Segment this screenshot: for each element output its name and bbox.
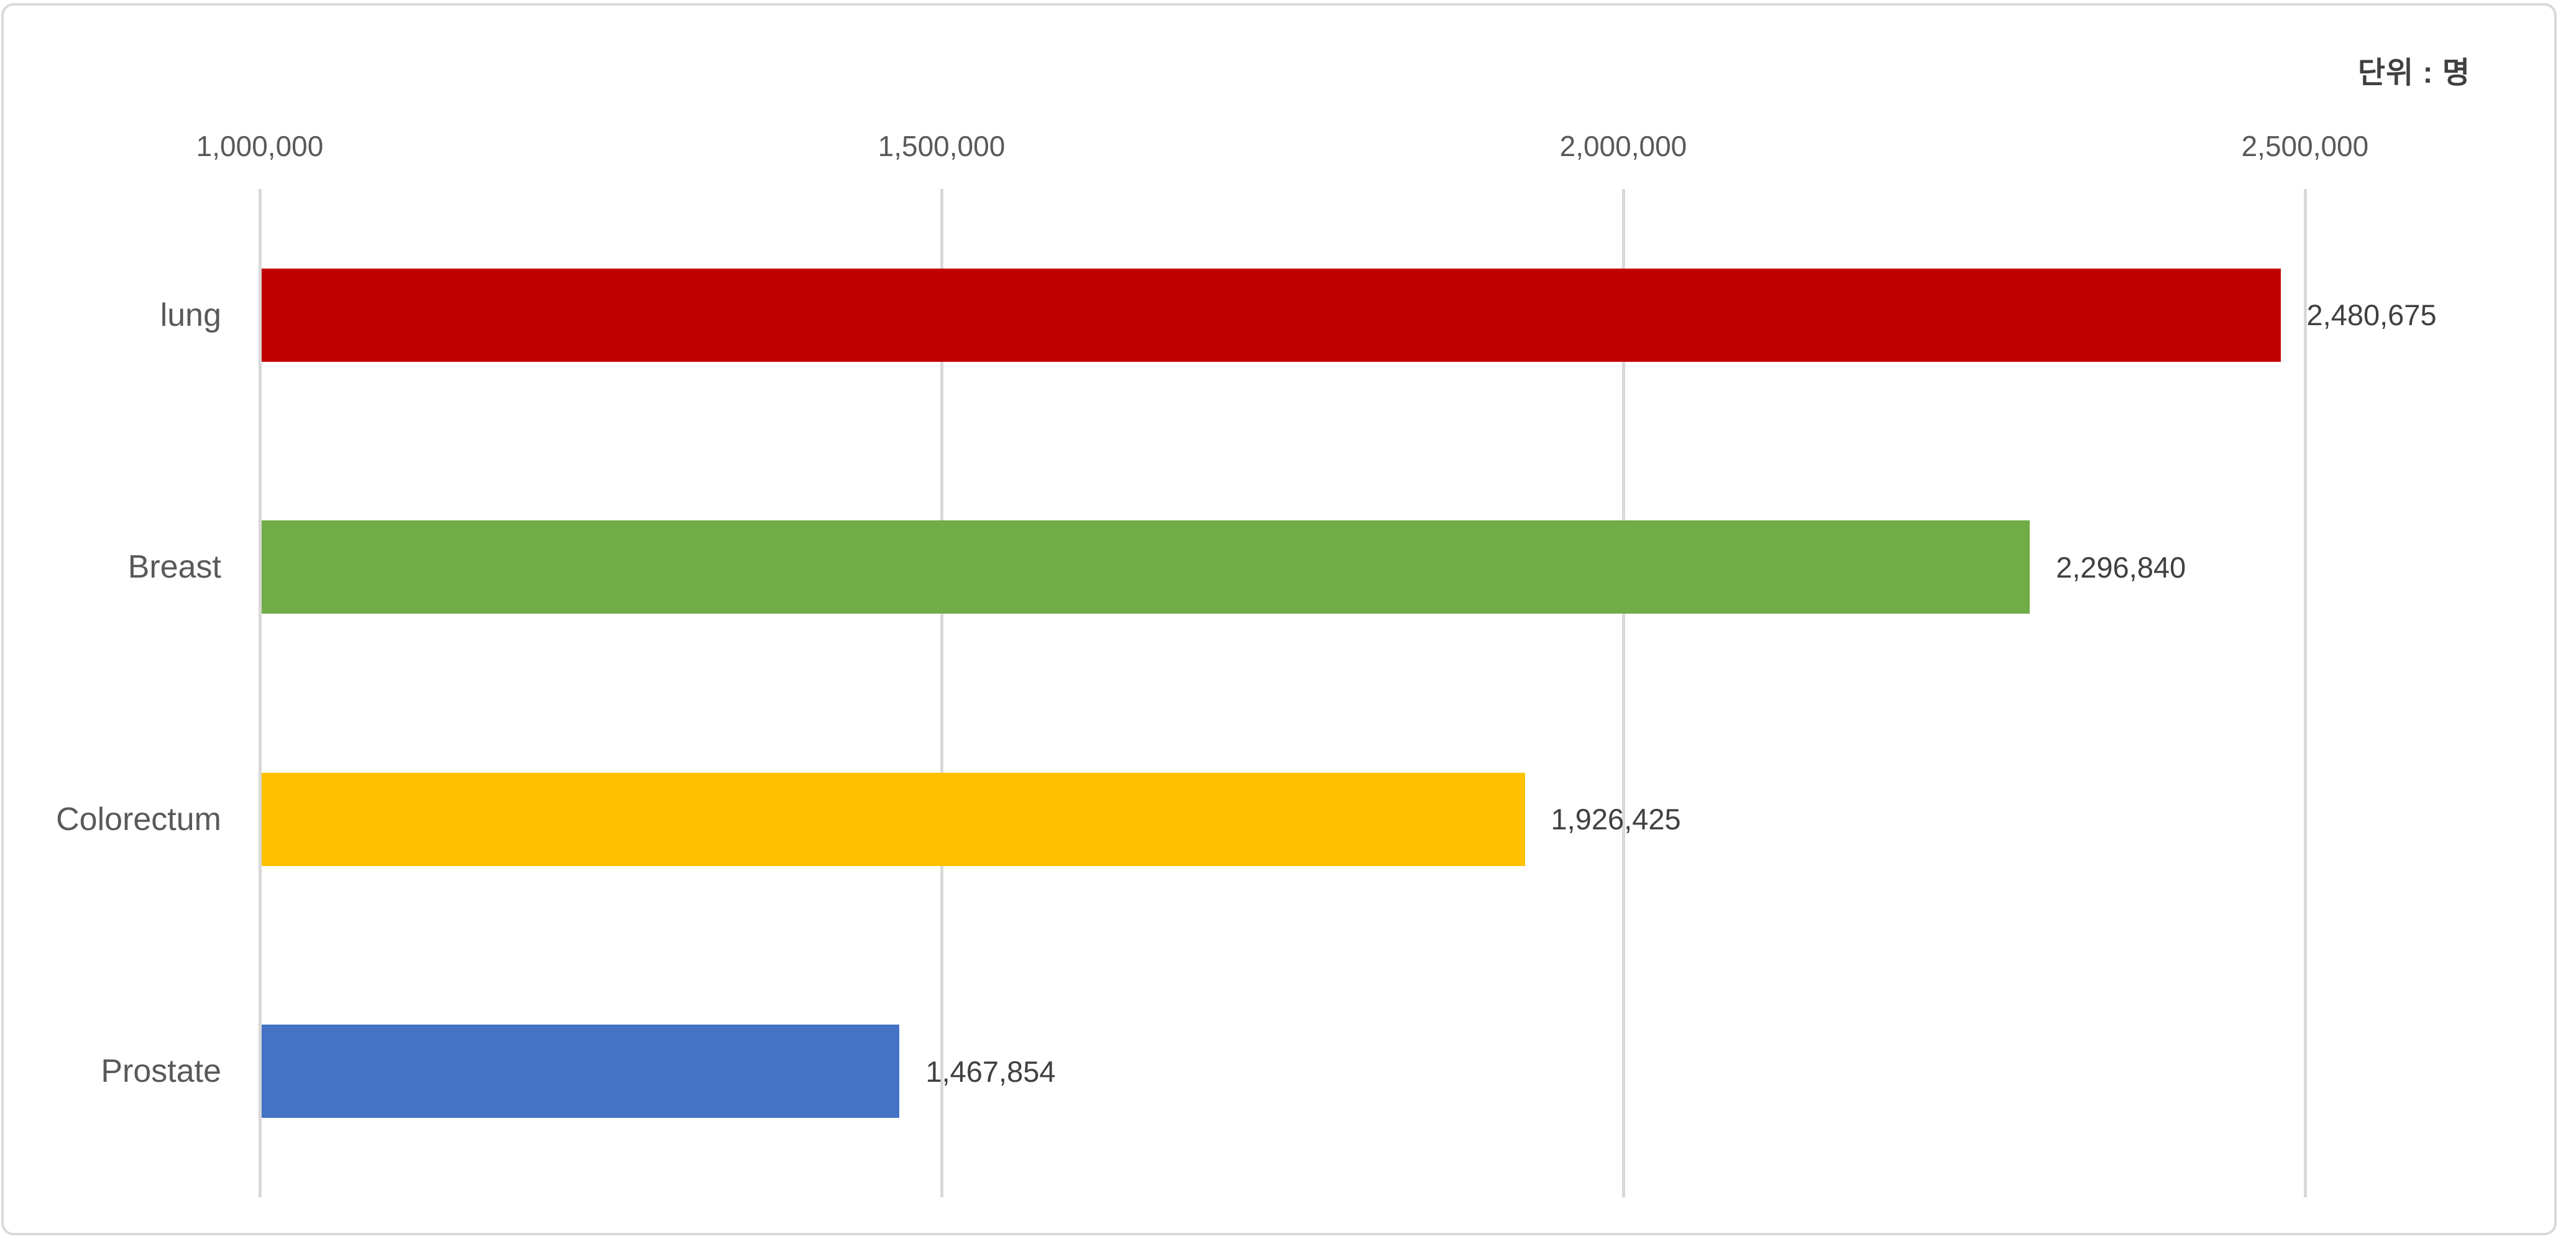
- bar: [262, 1025, 900, 1118]
- x-tick-label: 1,500,000: [878, 130, 1006, 162]
- bar: [262, 520, 2030, 614]
- gridline: [1621, 189, 1625, 1197]
- plot-area: 2,480,675 2,296,840 1,926,425 1,467,854: [259, 189, 2510, 1197]
- x-tick-label: 2,500,000: [2241, 130, 2369, 162]
- category-label: lung: [160, 297, 221, 333]
- gridline: [940, 189, 943, 1197]
- gridline: [2303, 189, 2307, 1197]
- chart-area: 단위 : 명 1,000,000 1,500,000 2,000,000 2,500,…: [1, 3, 2557, 1235]
- category-label: Prostate: [101, 1053, 221, 1090]
- unit-label: 단위 : 명: [2357, 57, 2470, 90]
- value-label: 2,296,840: [2056, 550, 2186, 584]
- value-label: 1,926,425: [1551, 803, 1681, 836]
- gridline: [259, 189, 262, 1197]
- value-label: 1,467,854: [925, 1054, 1056, 1088]
- category-label: Colorectum: [56, 801, 221, 837]
- bar: [262, 268, 2281, 362]
- x-tick-label: 2,000,000: [1559, 130, 1687, 162]
- value-label: 2,480,675: [2306, 298, 2437, 332]
- x-tick-label: 1,000,000: [196, 130, 324, 162]
- bar: [262, 772, 1525, 866]
- category-label: Breast: [127, 549, 221, 586]
